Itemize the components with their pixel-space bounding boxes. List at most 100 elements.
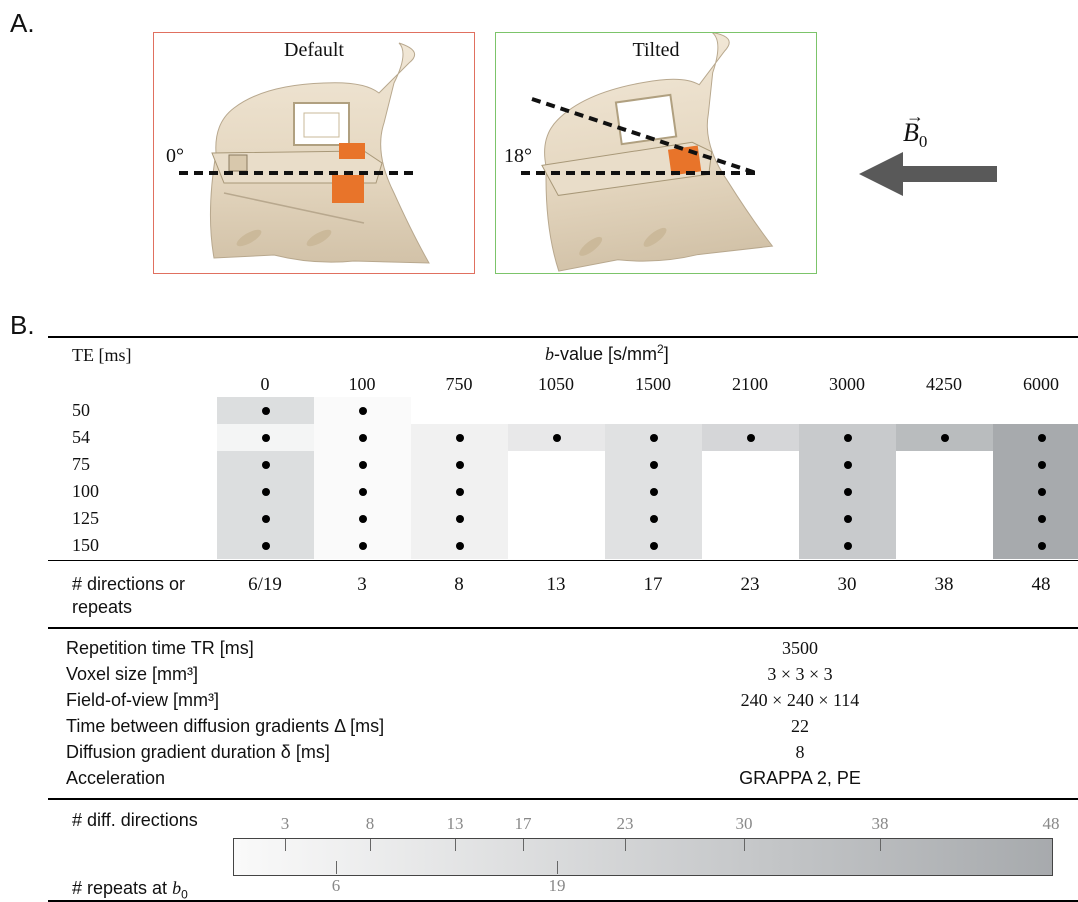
colorbar-tick-repeats-19: 19 [548, 876, 566, 895]
param-value-fov: 240 × 240 × 114 [740, 690, 860, 710]
directions-2100: 23 [740, 574, 760, 595]
acquisition-dot [261, 406, 270, 415]
acquisition-dot [455, 460, 464, 469]
grid-cell [993, 532, 1078, 559]
acquisition-dot [843, 514, 852, 523]
param-value-acceleration: GRAPPA 2, PE [739, 768, 861, 788]
colorbar-tick-mark [625, 839, 626, 851]
colorbar-tick-30: 30 [735, 814, 753, 833]
colorbar-tick-mark [880, 839, 881, 851]
acquisition-dot [455, 514, 464, 523]
directions-3000: 30 [837, 574, 857, 595]
colorbar-bottom-rule [48, 900, 1078, 902]
tilted-angle-label: 18° [504, 145, 532, 167]
te-row-75: 75 [72, 454, 90, 474]
acquisition-dot [261, 460, 270, 469]
te-row-100: 100 [72, 481, 99, 501]
table-mid-rule [48, 560, 1078, 561]
acquisition-dot [261, 514, 270, 523]
acquisition-dot [1037, 514, 1046, 523]
directions-100: 3 [357, 574, 367, 595]
colorbar-tick-48: 48 [1042, 814, 1060, 833]
directions-4250: 38 [934, 574, 954, 595]
colorbar-tick-8: 8 [365, 814, 375, 833]
directions-750: 8 [454, 574, 464, 595]
bvalue-col-750: 750 [445, 374, 473, 394]
directions-1500: 17 [643, 574, 663, 595]
bvalue-col-1500: 1500 [635, 374, 671, 394]
bvalue-header: b-value [s/mm2] [545, 342, 669, 364]
bvalue-col-6000: 6000 [1023, 374, 1059, 394]
grid-cell [993, 478, 1078, 505]
acquisition-dot [261, 433, 270, 442]
colorbar-tick-mark [285, 839, 286, 851]
panel-b-label: B. [10, 310, 35, 340]
param-value-duration: 8 [795, 742, 805, 762]
default-orientation-box: Default 0° [153, 32, 475, 274]
acquisition-dot [649, 541, 658, 550]
params-top-rule [48, 627, 1078, 629]
colorbar-tick-13: 13 [446, 814, 464, 833]
acquisition-dot [1037, 460, 1046, 469]
acquisition-dot [358, 487, 367, 496]
colorbar-tick-17: 17 [514, 814, 532, 833]
colorbar-tick-mark-repeats [557, 861, 558, 874]
param-label-acceleration: Acceleration [66, 768, 166, 788]
grid-cell [993, 424, 1078, 451]
te-row-50: 50 [72, 400, 90, 420]
tilted-orientation-box: Tilted 18° [495, 32, 817, 274]
acquisition-dot [843, 541, 852, 550]
param-value-voxel: 3 × 3 × 3 [767, 664, 833, 684]
acquisition-dot [261, 541, 270, 550]
acquisition-dot [940, 433, 949, 442]
param-value-delta: 22 [791, 716, 809, 736]
default-coil-photo [179, 42, 430, 264]
bvalue-col-100: 100 [348, 374, 376, 394]
acquisition-dot [649, 433, 658, 442]
table-top-rule [48, 336, 1078, 338]
colorbar-tick-38: 38 [871, 814, 889, 833]
colorbar-top-label: # diff. directions [72, 810, 198, 830]
acquisition-dot [358, 406, 367, 415]
tilted-title: Tilted [632, 39, 680, 61]
acquisition-dot [358, 514, 367, 523]
acquisition-dot [455, 541, 464, 550]
acquisition-dot [455, 433, 464, 442]
directions-label: # directions or repeats [72, 574, 186, 617]
colorbar-tick-23: 23 [616, 814, 634, 833]
b0-field-label: → B0 [903, 106, 928, 152]
grid-cell [993, 451, 1078, 478]
default-title: Default [284, 39, 344, 61]
colorbar-tick-mark [523, 839, 524, 851]
acquisition-dot [649, 460, 658, 469]
panel-a-label: A. [10, 8, 35, 38]
te-header: TE [ms] [72, 345, 132, 365]
acquisition-dot [261, 487, 270, 496]
bvalue-col-1050: 1050 [538, 374, 574, 394]
colorbar-tick-mark [370, 839, 371, 851]
bvalue-col-2100: 2100 [732, 374, 768, 394]
param-label-duration: Diffusion gradient duration δ [ms] [66, 742, 330, 762]
directions-0: 6/19 [248, 574, 282, 595]
directions-1050: 13 [546, 574, 566, 595]
bvalue-col-3000: 3000 [829, 374, 865, 394]
acquisition-dot [843, 487, 852, 496]
acquisition-dot [455, 487, 464, 496]
b0-field-arrow-icon [859, 152, 997, 196]
acquisition-dot [358, 460, 367, 469]
param-label-tr: Repetition time TR [ms] [66, 638, 254, 658]
acquisition-dot [746, 433, 755, 442]
acquisition-dot [552, 433, 561, 442]
te-row-54: 54 [72, 427, 90, 447]
param-value-tr: 3500 [782, 638, 818, 658]
te-row-150: 150 [72, 535, 99, 555]
param-label-fov: Field-of-view [mm³] [66, 690, 220, 710]
te-row-125: 125 [72, 508, 99, 528]
grid-cell [993, 505, 1078, 532]
acquisition-dot [358, 541, 367, 550]
acquisition-dot [649, 514, 658, 523]
acquisition-dot [358, 433, 367, 442]
acquisition-dot [1037, 487, 1046, 496]
colorbar-tick-mark [744, 839, 745, 851]
colorbar-tick-mark-repeats [336, 861, 337, 874]
